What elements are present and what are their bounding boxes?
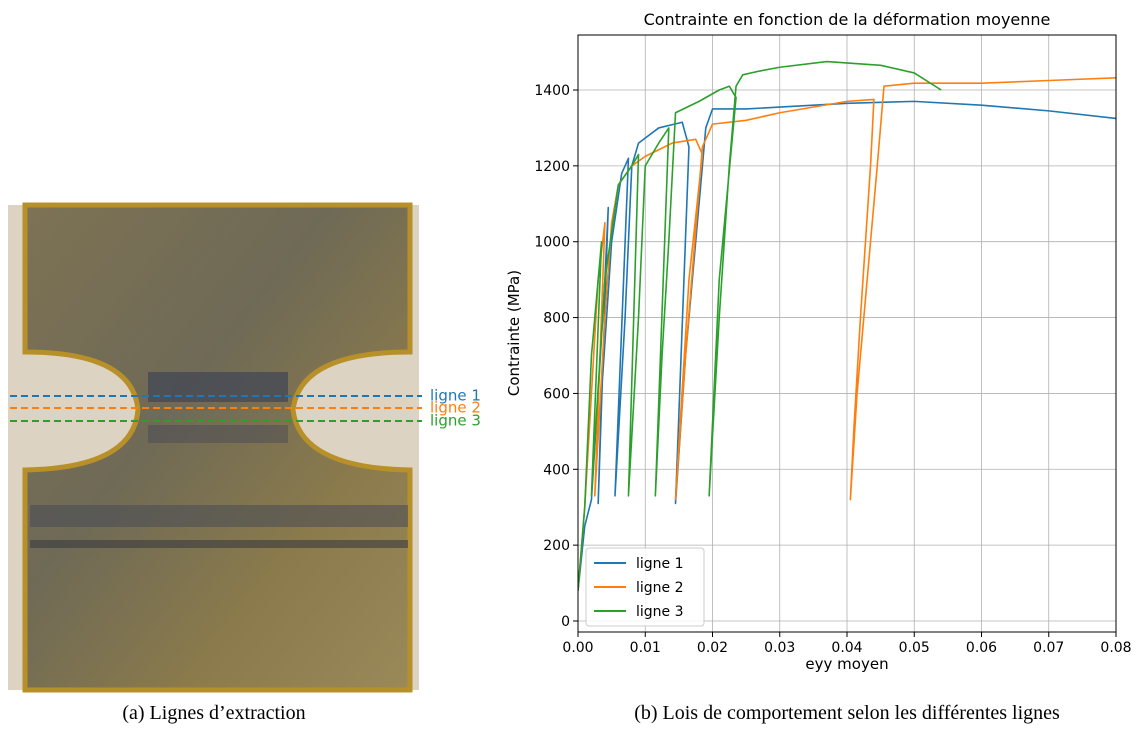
caption: (b) Lois de comportement selon les diffé… [634, 702, 1060, 724]
weld-band [148, 425, 288, 443]
y-tick-label: 0 [561, 614, 570, 630]
series-line [578, 77, 1116, 591]
chart-title: Contrainte en fonction de la déformation… [644, 10, 1051, 29]
x-tick-label: 0.04 [831, 640, 862, 656]
line-label: ligne 1 [430, 387, 481, 405]
x-tick-label: 0.06 [966, 640, 997, 656]
x-tick-label: 0.08 [1100, 640, 1131, 656]
y-tick-label: 600 [543, 386, 570, 402]
photo [8, 202, 419, 693]
legend-label: ligne 3 [636, 604, 684, 620]
caption: (a) Lignes d’extraction [122, 702, 305, 724]
x-tick-label: 0.01 [630, 640, 661, 656]
weld-band [30, 505, 408, 527]
legend-label: ligne 1 [636, 556, 684, 572]
y-tick-label: 1400 [534, 83, 570, 99]
x-tick-label: 0.02 [697, 640, 728, 656]
y-tick-label: 1000 [534, 235, 570, 251]
x-tick-label: 0.03 [764, 640, 795, 656]
line-label: ligne 2 [430, 399, 481, 417]
plot-frame [577, 34, 1117, 633]
y-axis-label: Contrainte (MPa) [505, 270, 523, 396]
series-line [578, 100, 1116, 591]
weld-band [30, 540, 408, 548]
y-tick-label: 1200 [534, 159, 570, 175]
x-axis-label: eyy moyen [805, 655, 888, 673]
series-group [578, 60, 1116, 591]
y-tick-label: 800 [543, 311, 570, 327]
weld-band [148, 372, 288, 402]
legend-box [585, 547, 705, 627]
legend-label: ligne 2 [636, 580, 684, 596]
y-tick-label: 200 [543, 538, 570, 554]
specimen [22, 202, 413, 693]
legend: ligne 1 ligne 2 ligne 3 [585, 547, 705, 627]
series-line [578, 60, 942, 591]
y-tick-label: 400 [543, 462, 570, 478]
x-tick-label: 0.00 [562, 640, 593, 656]
line-label: ligne 3 [430, 412, 481, 430]
plot: 0.00 0.01 0.02 0.03 0.04 0.05 0.06 0.07 0.08 0 200… [534, 34, 1132, 656]
x-tick-label: 0.07 [1033, 640, 1064, 656]
x-tick-label: 0.05 [899, 640, 930, 656]
